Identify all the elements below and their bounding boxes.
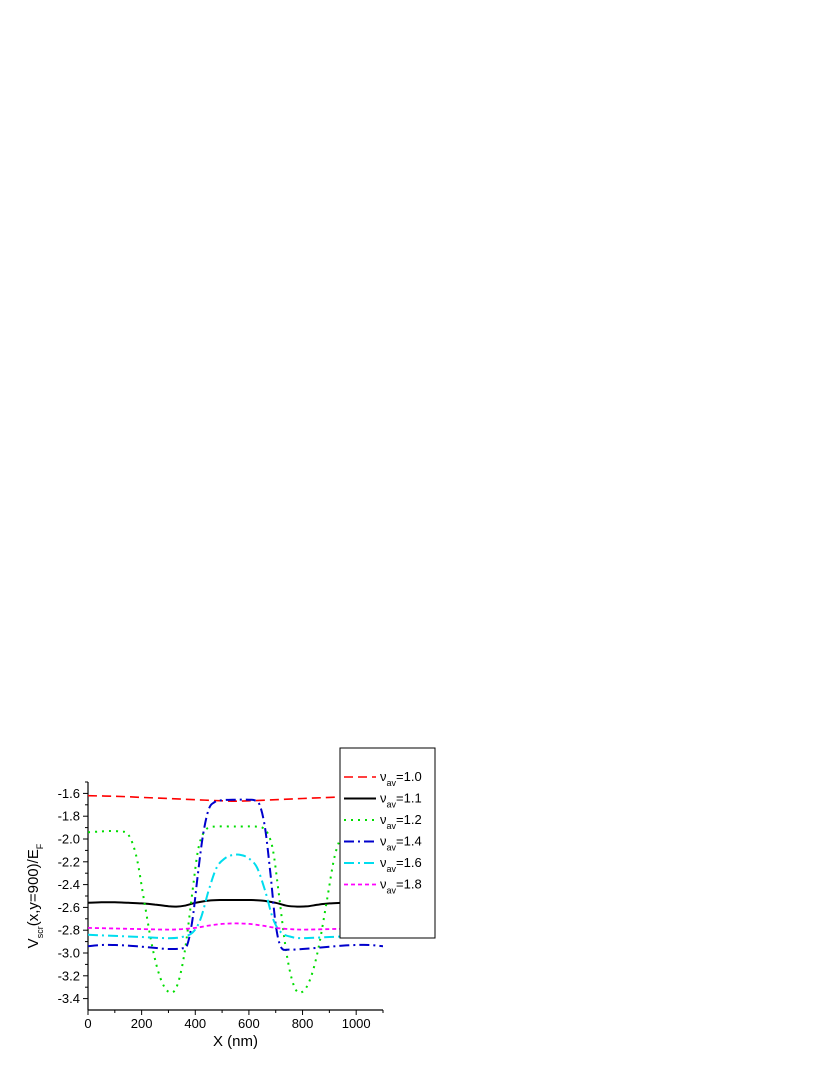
series-line-3 bbox=[88, 798, 383, 951]
y-axis-title-part: (x,y=900)/E bbox=[25, 849, 42, 926]
x-tick-label: 0 bbox=[84, 1016, 91, 1031]
series-line-4 bbox=[88, 853, 357, 940]
y-axis-title-part: V bbox=[25, 938, 42, 948]
y-tick-label: -1.8 bbox=[58, 809, 80, 824]
series-line-1 bbox=[88, 898, 383, 908]
y-tick-label: -2.4 bbox=[58, 877, 80, 892]
legend-label-subscript: av bbox=[387, 800, 397, 810]
y-tick-label: -3.2 bbox=[58, 968, 80, 983]
legend-label-subscript: av bbox=[387, 843, 397, 853]
y-tick-label: -2.8 bbox=[58, 923, 80, 938]
legend-label-value: =1.4 bbox=[396, 834, 422, 849]
y-tick-label: -3.4 bbox=[58, 991, 80, 1006]
series-layer bbox=[88, 794, 383, 994]
axes: 0 200 400 600 800 1000 -1.6 -1.8 -2.0 -2.2 -2.4 -2.… bbox=[58, 781, 384, 1031]
x-tick-label: 600 bbox=[238, 1016, 260, 1031]
legend-label-subscript: av bbox=[387, 886, 397, 896]
legend-box bbox=[339, 747, 436, 939]
x-tick-label: 200 bbox=[131, 1016, 153, 1031]
legend-label-subscript: av bbox=[387, 778, 397, 788]
x-axis-title: X (nm) bbox=[213, 1033, 258, 1050]
x-tick-label: 400 bbox=[184, 1016, 206, 1031]
legend-label: νav=1.6 bbox=[380, 855, 422, 874]
x-tick-label: 800 bbox=[292, 1016, 314, 1031]
legend-label: νav=1.1 bbox=[380, 791, 422, 810]
y-tick-label: -2.2 bbox=[58, 854, 80, 869]
legend-label-symbol: ν bbox=[380, 855, 387, 870]
legend-label: νav=1.0 bbox=[380, 769, 422, 788]
y-tick-label: -3.0 bbox=[58, 946, 80, 961]
legend-label-value: =1.6 bbox=[396, 855, 422, 870]
y-tick-label: -2.0 bbox=[58, 832, 80, 847]
legend-label-symbol: ν bbox=[380, 834, 387, 849]
series-line-0 bbox=[88, 794, 383, 803]
legend-label-subscript: av bbox=[387, 821, 397, 831]
legend-label-value: =1.2 bbox=[396, 812, 422, 827]
legend-label: νav=1.2 bbox=[380, 812, 422, 831]
y-tick-label: -2.6 bbox=[58, 900, 80, 915]
series-line-5 bbox=[88, 922, 383, 931]
legend-label-value: =1.8 bbox=[396, 877, 422, 892]
y-axis-title-part: scr bbox=[35, 926, 45, 938]
legend-label-symbol: ν bbox=[380, 769, 387, 784]
x-tick-label: 1000 bbox=[342, 1016, 371, 1031]
y-tick-label: -1.6 bbox=[58, 786, 80, 801]
series-line-2 bbox=[88, 825, 352, 994]
legend-label-symbol: ν bbox=[380, 877, 387, 892]
y-axis-title-part: F bbox=[35, 843, 45, 849]
legend-label: νav=1.4 bbox=[380, 834, 422, 853]
legend-label-value: =1.1 bbox=[396, 791, 422, 806]
legend-label: νav=1.8 bbox=[380, 877, 422, 896]
legend-label-subscript: av bbox=[387, 864, 397, 874]
legend-label-value: =1.0 bbox=[396, 769, 422, 784]
y-axis-title: Vscr(x,y=900)/EF bbox=[25, 843, 45, 948]
legend-label-symbol: ν bbox=[380, 812, 387, 827]
legend-label-symbol: ν bbox=[380, 791, 387, 806]
legend: νav=1.0νav=1.1νav=1.2νav=1.4νav=1.6νav=1… bbox=[339, 747, 436, 939]
